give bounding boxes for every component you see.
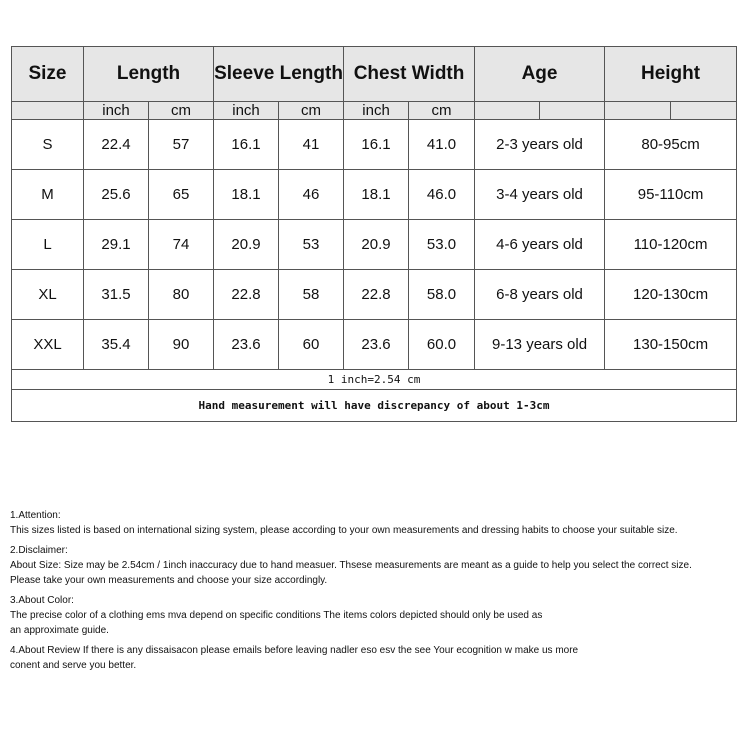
cell-chest-inch: 22.8 <box>343 269 410 320</box>
cell-height: 95-110cm <box>604 169 738 220</box>
note-attention: 1.Attention: This sizes listed is based … <box>10 508 745 538</box>
note-title: 4.About Review If there is any dissaisac… <box>10 645 579 656</box>
cell-chest-cm: 60.0 <box>408 319 476 370</box>
cell-age: 6-8 years old <box>474 269 606 320</box>
cell-size: XL <box>11 269 84 320</box>
unit-empty <box>539 101 606 120</box>
cell-height: 110-120cm <box>604 219 738 270</box>
table-row: XXL 35.4 90 23.6 60 23.6 60.0 9-13 years… <box>11 319 738 370</box>
unit-empty <box>604 101 672 120</box>
cell-length-cm: 57 <box>147 119 215 170</box>
cell-size: S <box>11 119 84 170</box>
cell-age: 3-4 years old <box>474 169 606 220</box>
size-chart-table: Size Length Sleeve Length Chest Width Ag… <box>10 46 738 422</box>
cell-age: 4-6 years old <box>474 219 606 270</box>
header-age: Age <box>474 46 606 102</box>
cell-sleeve-inch: 20.9 <box>213 219 280 270</box>
cell-chest-inch: 18.1 <box>343 169 410 220</box>
cell-size: L <box>11 219 84 270</box>
cell-length-inch: 25.6 <box>83 169 149 220</box>
cell-chest-inch: 23.6 <box>343 319 410 370</box>
cell-sleeve-inch: 16.1 <box>213 119 280 170</box>
cell-sleeve-cm: 46 <box>278 169 345 220</box>
note-line: The precise color of a clothing ems mva … <box>10 610 543 621</box>
cell-chest-cm: 53.0 <box>408 219 476 270</box>
cell-length-inch: 35.4 <box>83 319 149 370</box>
cell-length-cm: 90 <box>147 319 215 370</box>
cell-chest-cm: 41.0 <box>408 119 476 170</box>
conversion-row: 1 inch=2.54 cm <box>10 369 738 390</box>
conversion-note: 1 inch=2.54 cm <box>10 369 738 390</box>
note-title: 3.About Color: <box>10 595 74 606</box>
note-review: 4.About Review If there is any dissaisac… <box>10 643 745 673</box>
table-row: M 25.6 65 18.1 46 18.1 46.0 3-4 years ol… <box>11 169 738 220</box>
cell-sleeve-cm: 53 <box>278 219 345 270</box>
cell-chest-inch: 20.9 <box>343 219 410 270</box>
cell-size: XXL <box>11 319 84 370</box>
cell-height: 120-130cm <box>604 269 738 320</box>
table-row: S 22.4 57 16.1 41 16.1 41.0 2-3 years ol… <box>11 119 738 170</box>
cell-length-inch: 31.5 <box>83 269 149 320</box>
cell-length-cm: 74 <box>147 219 215 270</box>
unit-label: inch <box>343 101 410 120</box>
note-disclaimer: 2.Disclaimer: About Size: Size may be 2.… <box>10 543 745 588</box>
cell-length-inch: 29.1 <box>83 219 149 270</box>
cell-sleeve-cm: 58 <box>278 269 345 320</box>
cell-size: M <box>11 169 84 220</box>
cell-length-inch: 22.4 <box>83 119 149 170</box>
note-title: 1.Attention: <box>10 510 61 521</box>
unit-empty <box>11 101 84 120</box>
note-line: Please take your own measurements and ch… <box>10 575 328 586</box>
unit-label: inch <box>83 101 149 120</box>
cell-length-cm: 80 <box>147 269 215 320</box>
discrepancy-note: Hand measurement will have discrepancy o… <box>10 389 738 422</box>
cell-chest-cm: 46.0 <box>408 169 476 220</box>
cell-age: 9-13 years old <box>474 319 606 370</box>
header-length: Length <box>82 46 215 102</box>
table-row: XL 31.5 80 22.8 58 22.8 58.0 6-8 years o… <box>11 269 738 320</box>
unit-empty <box>670 101 738 120</box>
unit-label: inch <box>213 101 280 120</box>
cell-sleeve-inch: 22.8 <box>213 269 280 320</box>
header-size: Size <box>11 46 84 102</box>
note-title: 2.Disclaimer: <box>10 545 68 556</box>
cell-sleeve-cm: 60 <box>278 319 345 370</box>
cell-length-cm: 65 <box>147 169 215 220</box>
cell-sleeve-cm: 41 <box>278 119 345 170</box>
header-sleeve-length: Sleeve Length <box>213 46 345 102</box>
cell-height: 80-95cm <box>604 119 738 170</box>
note-color: 3.About Color: The precise color of a cl… <box>10 593 745 638</box>
cell-sleeve-inch: 18.1 <box>213 169 280 220</box>
unit-empty <box>474 101 541 120</box>
unit-label: cm <box>147 101 215 120</box>
cell-chest-cm: 58.0 <box>408 269 476 320</box>
cell-chest-inch: 16.1 <box>343 119 410 170</box>
header-height: Height <box>604 46 738 102</box>
note-line: About Size: Size may be 2.54cm / 1inch i… <box>10 560 692 571</box>
unit-row: inch cm inch cm inch cm <box>11 101 738 120</box>
note-line: This sizes listed is based on internatio… <box>10 525 678 536</box>
cell-age: 2-3 years old <box>474 119 606 170</box>
notes-section: 1.Attention: This sizes listed is based … <box>10 508 745 678</box>
unit-label: cm <box>408 101 476 120</box>
header-chest-width: Chest Width <box>343 46 476 102</box>
cell-sleeve-inch: 23.6 <box>213 319 280 370</box>
cell-height: 130-150cm <box>604 319 738 370</box>
header-row: Size Length Sleeve Length Chest Width Ag… <box>11 46 738 102</box>
note-line: an approximate guide. <box>10 625 109 636</box>
table-row: L 29.1 74 20.9 53 20.9 53.0 4-6 years ol… <box>11 219 738 270</box>
note-line: conent and serve you better. <box>10 660 137 671</box>
discrepancy-row: Hand measurement will have discrepancy o… <box>10 389 738 422</box>
unit-label: cm <box>278 101 345 120</box>
